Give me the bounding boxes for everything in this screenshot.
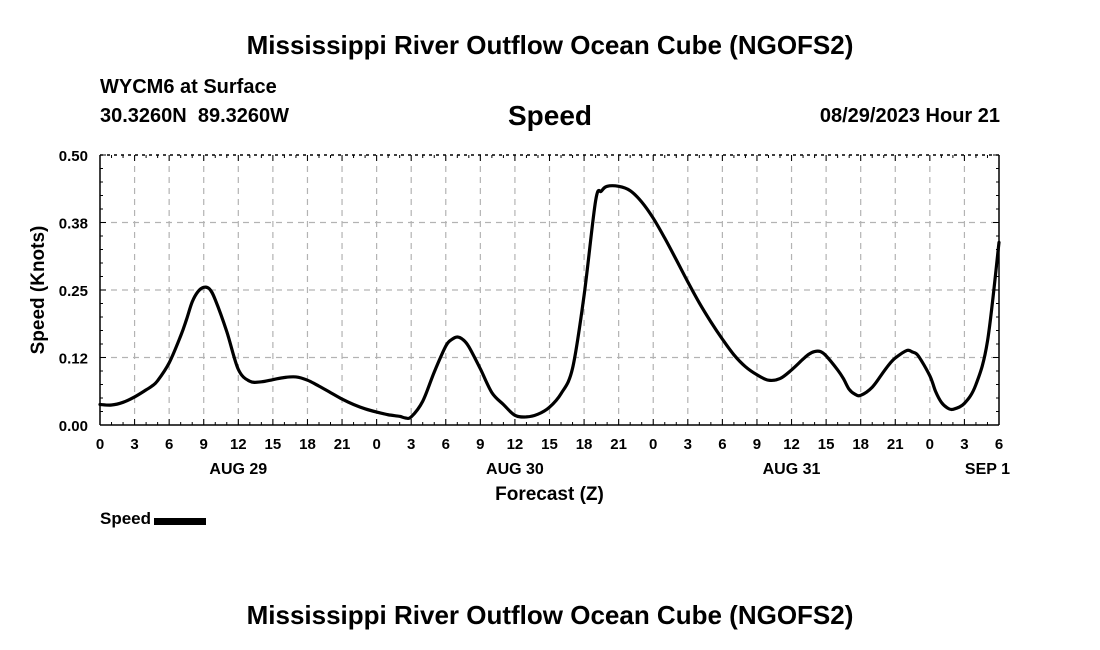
- x-tick-label: 0: [372, 436, 380, 453]
- x-tick-label: 21: [887, 436, 904, 453]
- date-label: AUG 29: [209, 461, 267, 478]
- legend-label: Speed: [100, 509, 152, 528]
- y-tick-label: 0.12: [59, 351, 88, 368]
- y-tick-label: 0.00: [59, 418, 88, 435]
- x-tick-label: 6: [718, 436, 726, 453]
- x-tick-label: 3: [130, 436, 138, 453]
- speed-series-line: [98, 184, 1001, 421]
- x-tick-label: 0: [649, 436, 657, 453]
- x-tick-label: 15: [818, 436, 835, 453]
- chart-title: Speed: [507, 100, 593, 131]
- date-label: SEP 1: [965, 461, 1010, 478]
- x-tick-label: 0: [926, 436, 934, 453]
- y-tick-label: 0.38: [59, 216, 88, 233]
- legend-swatch: [154, 517, 207, 525]
- x-tick-label: 3: [960, 436, 968, 453]
- x-tick-label: 6: [165, 436, 173, 453]
- x-tick-label: 3: [407, 436, 415, 453]
- x-tick-label: 21: [334, 436, 351, 453]
- x-tick-label: 18: [299, 436, 316, 453]
- x-tick-label: 6: [995, 436, 1003, 453]
- x-tick-label: 3: [684, 436, 692, 453]
- x-tick-label: 9: [476, 436, 484, 453]
- x-tick-label: 15: [265, 436, 282, 453]
- legend: Speed: [100, 509, 207, 529]
- date-label: AUG 31: [763, 461, 821, 478]
- x-tick-label: 9: [200, 436, 208, 453]
- x-tick-label: 6: [442, 436, 450, 453]
- station-coordinates: 30.3260N 89.3260W: [100, 105, 290, 127]
- footer-title: Mississippi River Outflow Ocean Cube (NG…: [246, 600, 854, 630]
- x-tick-label: 21: [610, 436, 627, 453]
- x-tick-label: 12: [507, 436, 524, 453]
- station-name: WYCM6 at Surface: [100, 76, 277, 98]
- y-tick-label: 0.25: [59, 283, 88, 300]
- x-tick-label: 18: [852, 436, 869, 453]
- forecast-time: 08/29/2023 Hour 21: [819, 105, 1000, 127]
- x-axis-label: Forecast (Z): [495, 484, 604, 505]
- x-tick-label: 12: [230, 436, 247, 453]
- y-axis-label: Speed (Knots): [28, 226, 49, 355]
- x-tick-label: 12: [783, 436, 800, 453]
- main-title: Mississippi River Outflow Ocean Cube (NG…: [246, 30, 854, 60]
- x-tick-label: 18: [576, 436, 593, 453]
- x-tick-label: 15: [541, 436, 558, 453]
- x-tick-label: 0: [96, 436, 104, 453]
- x-tick-label: 9: [753, 436, 761, 453]
- date-label: AUG 30: [486, 461, 544, 478]
- y-tick-label: 0.50: [59, 148, 88, 165]
